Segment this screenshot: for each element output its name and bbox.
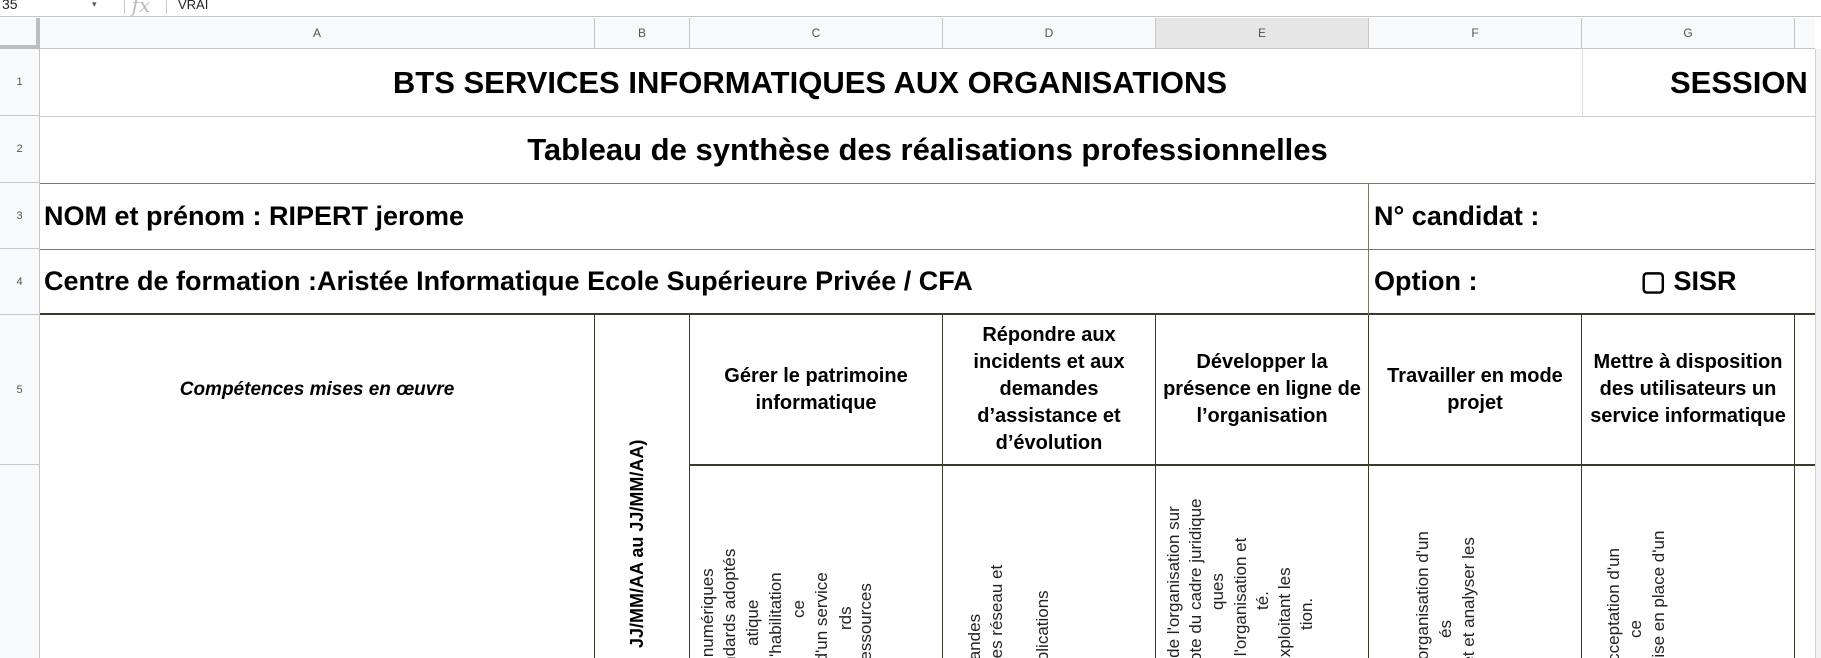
subcompetence-text: projet et analyser les [1459, 537, 1478, 658]
session-label: SESSION [1670, 64, 1808, 100]
column-header-c[interactable]: C [690, 18, 943, 49]
option-sisr-checkbox[interactable]: ▢ SISR [1640, 265, 1737, 296]
subcompetence-text: es demandes [965, 614, 985, 658]
subcompetence-text: ce [1626, 620, 1645, 638]
subcompetence-text: s d'organisation d'un [1413, 531, 1432, 658]
subcompetence-text: a mise en place d'un [1649, 530, 1668, 658]
subcompetence-text: tion. [1297, 597, 1316, 630]
column-border [1581, 315, 1582, 658]
candidate-number-label: N° candidat : [1374, 200, 1540, 231]
fx-icon: fx [131, 0, 151, 17]
subcompetence-text: e de l'organisation sur [1164, 506, 1183, 658]
chevron-down-icon[interactable]: ▾ [92, 0, 97, 9]
training-center: Centre de formation :Aristée Informatiqu… [44, 265, 973, 296]
date-label: JJ/MM/AA au JJ/MM/AA) [627, 439, 647, 648]
formula-bar: 35 ▾ fx VRAI [0, 0, 1821, 17]
subcompetences-d: es demandes s services réseau et s t les… [943, 466, 1155, 658]
row-header-6[interactable] [0, 465, 40, 658]
date-column-cell: JJ/MM/AA au JJ/MM/AA) [595, 315, 689, 658]
row-header-3[interactable]: 3 [0, 183, 40, 249]
subcompetence-text: és [1436, 620, 1455, 638]
column-header-d[interactable]: D [943, 18, 1156, 49]
competences-label: Compétences mises en œuvre [179, 379, 455, 400]
divider [124, 0, 125, 14]
subcompetences-c: rces numériques t standards adoptés atiq… [690, 466, 942, 658]
candidate-name: NOM et prénom : RIPERT jerome [44, 200, 465, 231]
column-border [594, 315, 595, 658]
subcompetence-text: té. [1253, 591, 1272, 610]
competence-patrimoine: Gérer le patrimoine informatique [724, 364, 908, 414]
column-border [1368, 183, 1369, 315]
formula-input[interactable]: VRAI [178, 0, 209, 12]
subcompetence-text: rces numériques [698, 568, 717, 658]
column-border [1794, 315, 1795, 658]
column-border [1155, 315, 1156, 658]
row-border [40, 183, 1815, 184]
competence-presence-en-ligne: Développer la présence en ligne de l’org… [1163, 351, 1361, 427]
column-border [942, 315, 943, 658]
column-header-b[interactable]: B [595, 18, 690, 49]
sheet-title: BTS SERVICES INFORMATIQUES AUX ORGANISAT… [392, 64, 1228, 100]
subcompetence-text: rds [836, 606, 855, 630]
column-header-g[interactable]: G [1582, 18, 1795, 49]
select-all-corner[interactable] [0, 18, 40, 49]
column-border [1368, 315, 1369, 658]
subcompetence-text: d'acceptation d'un [1604, 548, 1623, 658]
subcompetences-e: e de l'organisation sur pte du cadre jur… [1156, 466, 1368, 658]
subcompetence-text: ation des ressources [856, 583, 876, 658]
row-header-5[interactable]: 5 [0, 315, 40, 465]
row-border-thick [40, 313, 1815, 315]
subcompetence-text: pte du cadre juridique [1186, 498, 1205, 658]
divider [166, 0, 167, 14]
row-border-thick [690, 464, 1815, 466]
option-label: Option : [1374, 265, 1478, 296]
column-header-a[interactable]: A [40, 18, 595, 49]
row-header-4[interactable]: 4 [0, 249, 40, 315]
row-header-1[interactable]: 1 [0, 49, 40, 116]
subcompetence-text: e de l'organisation et [1231, 537, 1250, 658]
column-border [689, 315, 690, 658]
subcompetence-text: ce [789, 600, 808, 618]
column-header-e[interactable]: E [1156, 18, 1369, 49]
subcompetence-text: nuité d'un service [812, 572, 831, 658]
column-header-f[interactable]: F [1369, 18, 1582, 49]
row-border [40, 249, 1815, 250]
competence-mode-projet: Travailler en mode projet [1387, 364, 1563, 414]
vertical-scrollbar[interactable] [1815, 49, 1821, 658]
competence-incidents: Répondre aux incidents et aux demandes d… [973, 324, 1125, 454]
row-gridline [40, 116, 1815, 117]
column-header-next[interactable] [1795, 18, 1815, 49]
subcompetence-text: t standards adoptés [720, 548, 739, 658]
column-gridline [1582, 49, 1583, 116]
subcompetence-text: s services réseau et [987, 564, 1006, 658]
subcompetence-text: ques [1208, 573, 1227, 610]
competence-service-informatique: Mettre à disposition des utilisateurs un… [1590, 351, 1786, 427]
subcompetences-f: s d'organisation d'un és projet et analy… [1369, 466, 1581, 658]
row-header-2[interactable]: 2 [0, 116, 40, 183]
sheet-subtitle: Tableau de synthèse des réalisations pro… [527, 131, 1328, 167]
subcompetence-text: atique [743, 599, 762, 646]
subcompetence-text: Web exploitant les [1275, 567, 1294, 658]
subcompetence-text: eaux d'habilitation [766, 572, 785, 658]
subcompetence-text: t les applications [1033, 590, 1052, 658]
subcompetences-g: d'acceptation d'un ce a mise en place d'… [1582, 466, 1794, 658]
name-box[interactable]: 35 [2, 0, 18, 12]
